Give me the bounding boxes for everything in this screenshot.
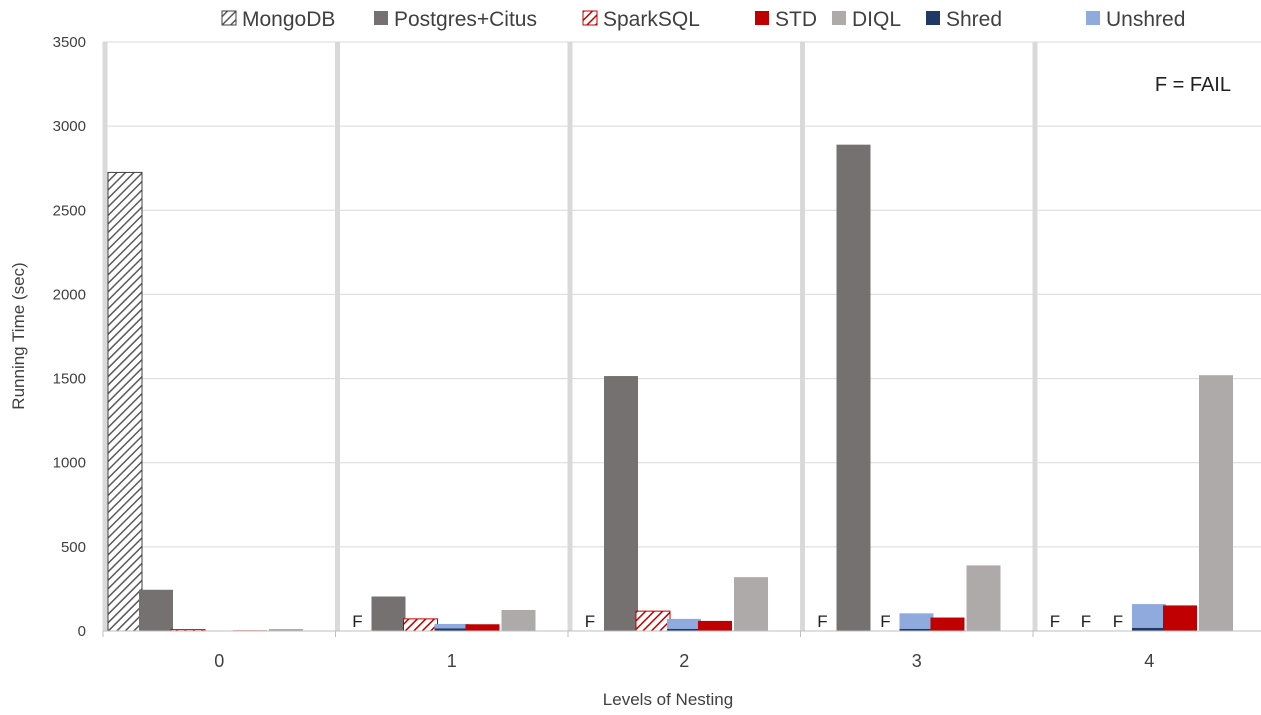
- legend-label-mongodb: MongoDB: [242, 8, 335, 31]
- legend-label-postgres-citus: Postgres+Citus: [394, 8, 537, 31]
- x-axis-title: Levels of Nesting: [603, 690, 733, 709]
- x-tick-label-1: 1: [447, 651, 457, 671]
- y-tick-label-3000: 3000: [53, 118, 86, 135]
- y-tick-label-3500: 3500: [53, 34, 86, 51]
- bar-sparksql-2: [635, 610, 671, 632]
- bar-unshred-2: [667, 618, 701, 631]
- bars: [107, 144, 1233, 632]
- fail-label-mongodb-4: F: [1050, 612, 1060, 631]
- fail-label-mongodb-3: F: [817, 612, 827, 631]
- y-tick-label-2500: 2500: [53, 202, 86, 219]
- bar-diql-1: [501, 609, 536, 631]
- bar-shred-1: [434, 628, 469, 631]
- bar-diql-2: [734, 577, 768, 631]
- x-tick-label-2: 2: [679, 651, 689, 671]
- group-separator-1: [335, 42, 340, 631]
- x-tick-label-4: 4: [1144, 651, 1154, 671]
- y-tick-label-2000: 2000: [53, 286, 86, 303]
- group-separators: [102, 42, 1038, 631]
- legend-swatch-mongodb: [221, 10, 237, 26]
- fail-label-mongodb-1: F: [352, 612, 362, 631]
- legend-label-shred: Shred: [946, 8, 1002, 31]
- legend: MongoDB Postgres+Citus SparkSQL STD DIQL Shre…: [221, 8, 1185, 31]
- bar-std-1: [465, 624, 500, 631]
- fail-label-postgres-citus-4: F: [1081, 612, 1091, 631]
- bar-std-2: [698, 620, 732, 631]
- legend-label-unshred: Unshred: [1106, 8, 1185, 31]
- fail-label-mongodb-2: F: [585, 612, 595, 631]
- bar-diql-4: [1199, 375, 1233, 631]
- legend-swatch-unshred: [1086, 11, 1100, 25]
- legend-label-std: STD: [775, 8, 817, 31]
- legend-swatch-postgres-citus: [374, 11, 388, 25]
- bar-diql-0: [269, 628, 303, 631]
- group-separator-0: [102, 42, 108, 631]
- fail-annotation: F = FAIL: [1155, 74, 1231, 96]
- x-axis-ticks: 0 1 2 3 4: [102, 631, 1154, 671]
- bar-shred-4: [1132, 627, 1166, 631]
- y-tick-label-0: 0: [78, 623, 86, 640]
- gridlines: [103, 41, 1261, 548]
- bar-unshred-1: [434, 623, 469, 631]
- legend-label-sparksql: SparkSQL: [603, 8, 700, 31]
- bar-sparksql-1: [403, 618, 438, 632]
- bar-postgres-citus-2: [604, 376, 638, 631]
- group-separator-4: [1032, 42, 1038, 631]
- y-axis-title: Running Time (sec): [9, 262, 28, 409]
- bar-mongodb-0: [107, 171, 143, 632]
- bar-postgres-citus-0: [139, 589, 173, 631]
- legend-swatch-sparksql: [582, 10, 598, 26]
- bar-diql-3: [966, 565, 1001, 631]
- fail-label-sparksql-3: F: [880, 612, 890, 631]
- bar-postgres-citus-1: [371, 596, 406, 631]
- y-tick-label-1500: 1500: [53, 371, 86, 388]
- x-tick-label-3: 3: [912, 651, 922, 671]
- group-separator-2: [567, 42, 573, 631]
- bar-unshred-3: [899, 613, 934, 631]
- bar-shred-3: [899, 628, 934, 631]
- bar-shred-2: [667, 628, 701, 631]
- legend-swatch-shred: [926, 11, 940, 25]
- bar-std-3: [930, 617, 965, 631]
- bar-unshred-4: [1132, 604, 1166, 631]
- bar-std-4: [1163, 605, 1197, 631]
- legend-label-diql: DIQL: [852, 8, 901, 31]
- y-tick-label-1000: 1000: [53, 455, 86, 472]
- x-tick-label-0: 0: [214, 651, 224, 671]
- y-tick-label-500: 500: [61, 539, 86, 556]
- fail-label-sparksql-4: F: [1113, 612, 1123, 631]
- legend-swatch-std: [755, 11, 769, 25]
- y-axis-ticks: 0 500 1000 1500 2000 2500 3000 3500: [53, 34, 86, 640]
- group-separator-3: [800, 42, 805, 631]
- bar-postgres-citus-3: [836, 144, 871, 631]
- legend-swatch-diql: [832, 11, 846, 25]
